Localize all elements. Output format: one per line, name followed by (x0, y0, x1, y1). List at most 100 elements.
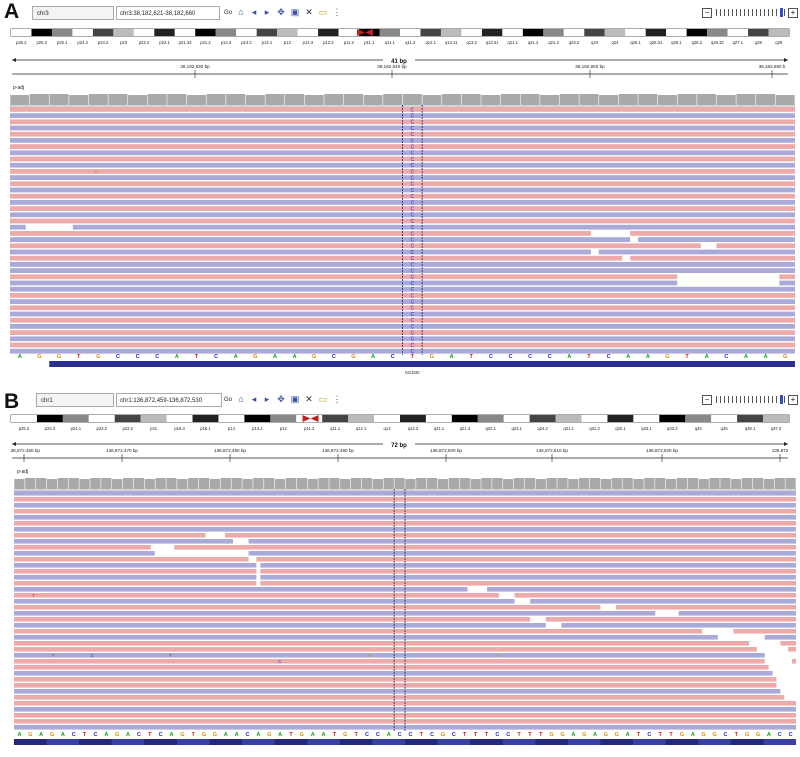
zoom-out-icon[interactable]: − (702, 395, 712, 405)
zoom-thumb[interactable] (780, 8, 783, 17)
reference-base: A (234, 354, 238, 360)
reference-base: A (278, 732, 282, 738)
region-icon[interactable]: ✥ (277, 394, 285, 404)
cytoband (11, 29, 32, 36)
cytoband (763, 415, 789, 422)
popup-icon[interactable]: ▭ (318, 394, 328, 404)
aligned-read (10, 330, 795, 335)
cytoband (11, 415, 37, 422)
alignment-track[interactable]: TT C TCG GA G A G A C T C A G A C T C A G T G G A A C A G A T G A A T G T C… (14, 476, 796, 757)
variant-base: C (411, 132, 415, 138)
reference-base: G (615, 732, 619, 738)
zoom-slider[interactable] (716, 396, 786, 403)
coverage-bar (101, 478, 112, 489)
reference-base: G (441, 732, 445, 738)
close-icon[interactable]: ✕ (305, 394, 313, 404)
span-arrow-right (784, 58, 788, 62)
variant-base: C (411, 343, 415, 349)
chromosome-select[interactable]: chr1 (36, 393, 114, 407)
cytoband-label: q13 (384, 426, 392, 431)
coverage-bar (427, 478, 438, 489)
cytoband-label: q28 (755, 40, 763, 45)
back-icon[interactable]: ◂ (251, 394, 257, 404)
reference-base: G (115, 732, 119, 738)
reference-base: T (83, 732, 87, 738)
home-icon[interactable]: ⌂ (238, 7, 244, 17)
coverage-bar (503, 479, 514, 489)
cytoband-label: q21.2 (528, 40, 539, 45)
go-button[interactable]: Go (224, 10, 233, 16)
cytoband-label: p24.3 (77, 40, 88, 45)
aligned-read (14, 575, 257, 580)
go-button[interactable]: Go (224, 397, 233, 403)
chromosome-ideogram[interactable]: p26.2 p25.2 p25.1 p24.3 p24.2 p23 p22.2 p22.1 p2… (10, 28, 792, 46)
back-icon[interactable]: ◂ (251, 7, 257, 17)
zoom-widget[interactable]: − + (702, 395, 800, 405)
cytoband-label: p24.2 (98, 40, 109, 45)
zoom-slider[interactable] (716, 9, 786, 16)
coverage-bar (697, 94, 717, 105)
cytoband-label: q37.3 (771, 426, 782, 431)
zoom-thumb[interactable] (780, 395, 783, 404)
ruler-icon[interactable]: ▣ (290, 7, 300, 17)
coverage-bar (166, 478, 177, 489)
chromosome-select[interactable]: chr3 (32, 6, 114, 20)
reference-base: C (136, 354, 140, 360)
coverage-bar (481, 478, 492, 489)
zoom-in-icon[interactable]: + (788, 395, 798, 405)
reference-base: T (192, 732, 196, 738)
coverage-bar (448, 478, 460, 489)
coverage-bar (198, 478, 210, 489)
codon-block (144, 739, 177, 745)
coverage-bar (231, 478, 242, 489)
popup-icon[interactable]: ▭ (318, 7, 328, 17)
reference-base: C (548, 354, 552, 360)
cytoband (236, 29, 257, 36)
reference-base: C (789, 732, 793, 738)
coverage-bar (29, 94, 49, 105)
cytoband (140, 415, 167, 422)
forward-icon[interactable]: ▸ (264, 7, 270, 17)
zoom-out-icon[interactable]: − (702, 8, 712, 18)
cytoband-label: p21.33 (179, 40, 192, 45)
cytoband (625, 29, 646, 36)
reference-base: C (93, 732, 97, 738)
zoom-widget[interactable]: − + (702, 8, 800, 18)
aligned-read (10, 336, 795, 342)
home-icon[interactable]: ⌂ (238, 394, 244, 404)
cytoband (62, 415, 89, 422)
cytoband (92, 29, 114, 36)
zoom-in-icon[interactable]: + (788, 8, 798, 18)
cytoband-label: q26.32 (711, 40, 724, 45)
locus-input[interactable]: chr1:136,872,459-136,872,530 (116, 393, 222, 407)
reference-base: C (408, 732, 412, 738)
cytoband (72, 29, 93, 36)
reference-base: C (155, 354, 159, 360)
reference-base: A (273, 354, 277, 360)
codon-block (307, 739, 340, 745)
cytoband (707, 29, 728, 36)
cytoband (543, 29, 564, 36)
reference-base: A (235, 732, 239, 738)
coverage-bar (177, 479, 188, 489)
coverage-bar (242, 479, 253, 489)
forward-icon[interactable]: ▸ (264, 394, 270, 404)
reference-base: T (474, 732, 478, 738)
cytoband (503, 415, 530, 422)
variant-base: C (411, 107, 415, 113)
ruler-icon[interactable]: ▣ (290, 394, 300, 404)
codon-block (730, 739, 764, 745)
cytoband-label: q31.3 (589, 426, 600, 431)
alignment-track[interactable]: CCCCCCCCCCCCCCCCCCCCCCCCCCCCCCCCCCCCCCCC… (10, 92, 795, 374)
region-icon[interactable]: ✥ (277, 7, 285, 17)
coverage-bar (324, 94, 344, 105)
chromosome-ideogram[interactable]: p25.2 p24.3 p24.1 p23.2 p22.2 p21 p16.3 p16.1 p1… (10, 414, 792, 432)
codon-block (372, 739, 405, 745)
coverage-bar (90, 478, 101, 489)
locus-input[interactable]: chr3:38,182,621-38,182,660 (116, 6, 220, 20)
reference-base: G (745, 732, 749, 738)
reference-base: C (489, 354, 493, 360)
cytoband-label: q23 (591, 40, 599, 45)
close-icon[interactable]: ✕ (305, 7, 313, 17)
coverage-bar (220, 478, 231, 489)
